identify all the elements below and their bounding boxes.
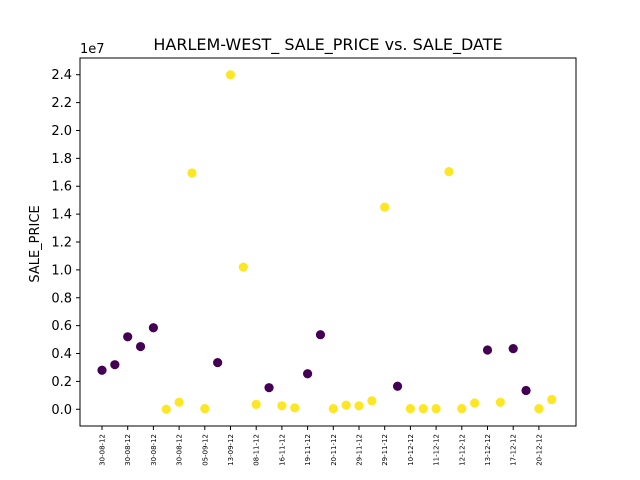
x-axis-ticks: 30-08-12 30-08-12 30-08-12 30-08-12 05-09-12… (99, 426, 543, 466)
axes-frame (79, 57, 577, 427)
data-points (97, 70, 557, 414)
data-point (495, 397, 505, 407)
x-tick-label: 30-08-12 (150, 434, 158, 466)
y-tick-label: 2.4 (51, 68, 72, 83)
y-tick-label: 0.6 (51, 319, 72, 334)
data-point (187, 168, 197, 178)
y-axis-label: SALE_PRICE (28, 205, 43, 282)
data-point (444, 167, 454, 177)
x-tick-label: 13-09-12 (227, 434, 235, 466)
data-point (547, 394, 557, 405)
y-tick-label: 1.2 (51, 236, 72, 251)
data-point (174, 397, 184, 407)
data-point (482, 345, 493, 355)
data-point (521, 385, 531, 396)
data-point (97, 365, 107, 375)
x-tick-label: 20-12-12 (535, 434, 543, 466)
y-axis-multiplier-label: 1e7 (80, 42, 105, 57)
chart-title: HARLEM-WEST_ SALE_PRICE vs. SALE_DATE (153, 35, 502, 55)
x-tick-label: 05-09-12 (201, 434, 209, 466)
x-tick-label: 29-11-12 (381, 434, 389, 466)
data-point (161, 404, 171, 414)
data-point (380, 202, 390, 212)
x-tick-label: 08-11-12 (253, 434, 261, 466)
data-point (315, 330, 326, 340)
data-point (457, 403, 467, 414)
x-tick-label: 20-11-12 (330, 434, 338, 466)
data-point (470, 398, 480, 408)
y-tick-label: 1.4 (51, 208, 72, 223)
y-tick-label: 0.0 (51, 403, 72, 418)
data-point (392, 381, 403, 391)
x-tick-label: 10-12-12 (407, 434, 415, 466)
y-tick-label: 2.0 (51, 124, 72, 139)
data-point (431, 403, 441, 414)
data-point (110, 360, 120, 370)
data-point (277, 401, 287, 411)
y-tick-label: 0.8 (51, 291, 72, 306)
data-point (534, 403, 544, 414)
x-tick-label: 30-08-12 (99, 434, 107, 466)
x-tick-label: 29-11-12 (356, 434, 364, 466)
x-tick-label: 17-12-12 (510, 434, 518, 466)
data-point (135, 341, 146, 352)
x-tick-label: 30-08-12 (124, 434, 132, 466)
x-tick-label: 19-11-12 (304, 434, 312, 466)
x-tick-label: 13-12-12 (484, 434, 492, 466)
data-point (148, 323, 158, 333)
y-tick-label: 0.4 (51, 347, 72, 362)
x-tick-label: 30-08-12 (176, 434, 184, 466)
data-point (303, 369, 313, 379)
data-point (123, 332, 133, 342)
data-point (200, 403, 210, 414)
data-point (264, 383, 274, 393)
data-point (225, 70, 236, 80)
y-tick-label: 1.0 (51, 263, 72, 278)
data-point (251, 399, 261, 409)
y-axis-ticks: 0.0 0.2 0.4 0.6 0.8 1.0 1.2 1.4 1.6 1.8 2.0 2.2 2.4 (51, 68, 80, 418)
x-tick-label: 16-11-12 (278, 434, 286, 466)
x-tick-label: 11-12-12 (433, 434, 441, 466)
data-point (328, 403, 338, 414)
data-point (405, 403, 415, 414)
data-point (290, 403, 300, 413)
data-point (418, 403, 428, 414)
data-point (213, 357, 223, 368)
data-point (341, 400, 351, 410)
data-point (354, 401, 364, 411)
x-tick-label: 12-12-12 (458, 434, 466, 466)
y-tick-label: 1.8 (51, 152, 72, 167)
data-point (238, 262, 248, 272)
y-tick-label: 2.2 (51, 96, 72, 111)
y-tick-label: 0.2 (51, 375, 72, 390)
data-point (508, 344, 518, 354)
data-point (367, 396, 377, 406)
y-tick-label: 1.6 (51, 180, 72, 195)
